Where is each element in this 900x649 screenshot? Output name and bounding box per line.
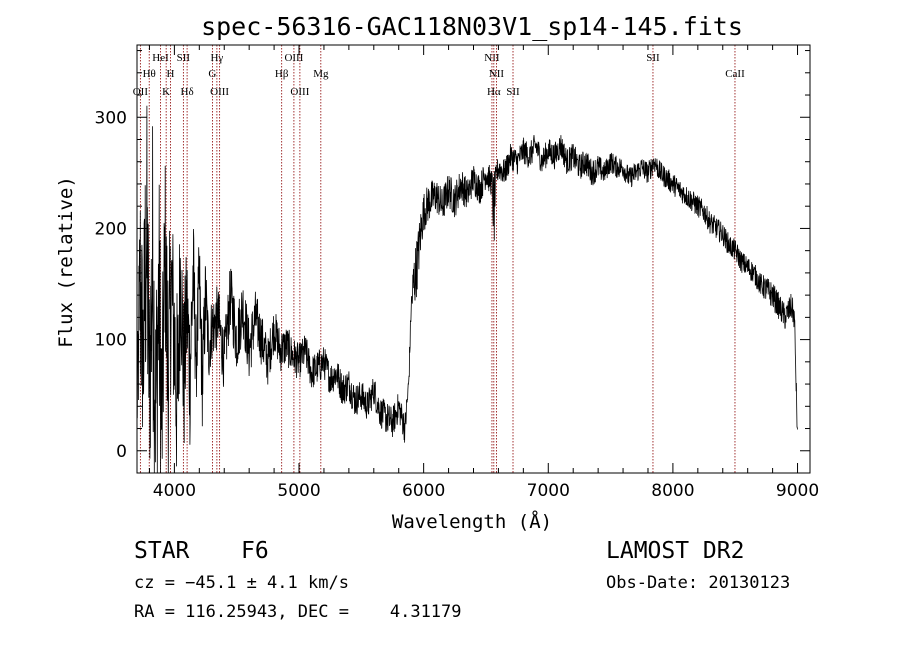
line-label-18: SII [646,52,660,64]
y-tick-label-3: 300 [95,108,127,128]
line-label-16: NII [489,68,505,80]
emission-line-markers: OIIHθHeIKHSIIHδGHγOIIIHβOIIIOIIIMgNIIHαN… [133,45,745,473]
x-tick-label-0: 4000 [153,481,196,501]
object-subclass: F6 [241,538,269,564]
x-tick-label-4: 8000 [651,481,694,501]
line-label-19: CaII [725,68,745,80]
x-tick-label-2: 6000 [402,481,445,501]
spectrum-chart: spec-56316-GAC118N03V1_sp14-145.fits OII… [55,12,819,533]
line-label-13: Mg [313,68,329,80]
object-class: STAR [134,538,190,564]
spectrum-series [136,105,798,474]
line-label-14: NII [484,52,500,64]
line-label-9: OIII [210,86,229,98]
survey-name: LAMOST DR2 [606,538,745,564]
spectrum-line [136,105,798,474]
observation-date: Obs-Date: 20130123 [606,573,791,593]
line-label-3: K [162,86,170,98]
line-label-1: Hθ [143,68,156,80]
line-label-6: Hδ [181,86,194,98]
line-label-11: OIII [284,52,303,64]
line-label-12: OIII [290,86,309,98]
redshift-cz: cz = −45.1 ± 4.1 km/s [134,573,349,593]
line-label-4: H [167,68,175,80]
x-tick-label-1: 5000 [277,481,320,501]
x-tick-label-5: 9000 [776,481,819,501]
x-axis-label: Wavelength (Å) [392,510,552,533]
axis-ticks: 4000 5000 6000 7000 8000 9000 0 100 200 300 [95,45,819,501]
y-tick-label-0: 0 [116,442,127,462]
x-tick-label-3: 7000 [527,481,570,501]
line-label-15: Hα [487,86,501,98]
coordinates: RA = 116.25943, DEC = 4.31179 [134,602,462,622]
line-label-0: OII [133,86,149,98]
line-label-7: G [208,68,216,80]
y-axis-label: Flux (relative) [55,176,77,348]
y-tick-label-2: 200 [95,219,127,239]
chart-title: spec-56316-GAC118N03V1_sp14-145.fits [201,12,743,41]
line-label-17: SII [506,86,520,98]
line-label-8: Hγ [210,52,223,64]
y-tick-label-1: 100 [95,331,127,351]
plot-frame [136,44,811,474]
line-label-5: SII [177,52,191,64]
line-label-10: Hβ [275,68,289,80]
line-label-2: HeI [152,52,169,64]
